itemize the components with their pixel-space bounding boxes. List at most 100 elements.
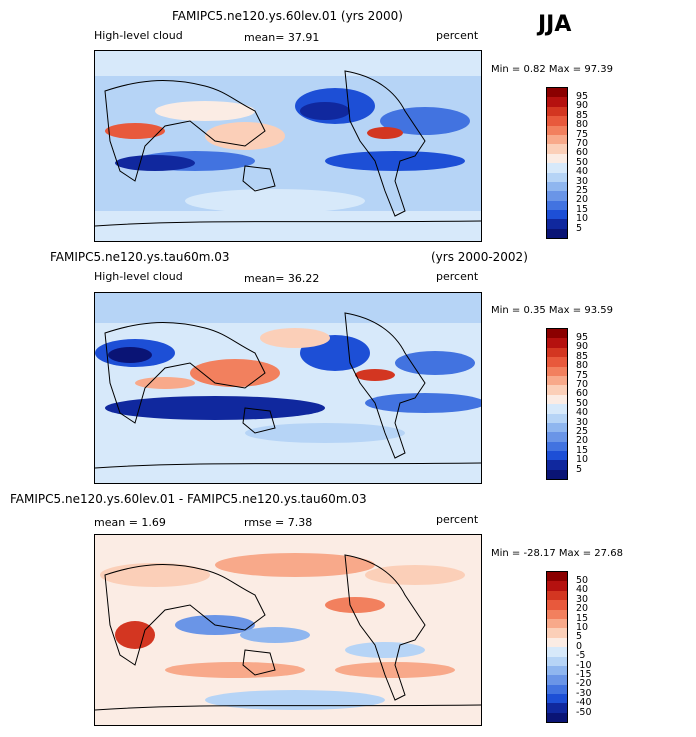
colorbar-tick: 30 — [576, 594, 589, 605]
cloud-blob — [105, 123, 165, 139]
panel2-units: percent — [436, 270, 479, 283]
colorbar-swatch — [547, 703, 567, 713]
colorbar-swatch — [547, 181, 567, 192]
cloud-blob — [365, 393, 481, 413]
cloud-blob — [355, 369, 395, 381]
colorbar-tick: 10 — [576, 454, 589, 465]
panel1-mean-label: mean= 37.91 — [244, 31, 320, 44]
panel3-map-svg — [95, 535, 481, 725]
colorbar-swatch — [547, 656, 567, 666]
panel1-map-svg — [95, 51, 481, 241]
season-label: JJA — [538, 12, 572, 37]
panel3-rmse-label: rmse = 7.38 — [244, 516, 313, 529]
colorbar-swatch — [547, 153, 567, 164]
colorbar-swatch — [547, 97, 567, 107]
colorbar-tick: -30 — [576, 688, 592, 699]
diff-blob — [240, 627, 310, 643]
colorbar-swatch — [547, 413, 567, 423]
colorbar-swatch — [547, 385, 567, 395]
colorbar-tick: 40 — [576, 407, 589, 418]
panel2-mean-label: mean= 36.22 — [244, 272, 320, 285]
cloud-blob — [185, 189, 365, 213]
colorbar-tick: 25 — [576, 426, 589, 437]
colorbar-swatch — [547, 219, 567, 229]
colorbar-swatch — [547, 432, 567, 442]
colorbar-swatch — [547, 618, 567, 629]
panel3-units: percent — [436, 513, 479, 526]
diff-blob — [325, 597, 385, 613]
colorbar-swatch — [547, 366, 567, 376]
diff-blob — [100, 563, 210, 587]
diff-blob — [345, 642, 425, 658]
diff-blob — [205, 690, 385, 710]
colorbar-tick: 90 — [576, 100, 589, 111]
diff-blob — [335, 662, 455, 678]
colorbar-swatch — [547, 572, 567, 582]
cloud-blob — [325, 151, 465, 171]
colorbar-swatch — [547, 200, 567, 211]
colorbar-tick: -15 — [576, 669, 592, 680]
colorbar-swatch — [547, 609, 567, 619]
map-band-north — [95, 293, 481, 323]
colorbar-swatch — [547, 460, 567, 470]
colorbar-swatch — [547, 329, 567, 339]
panel2-map — [94, 292, 482, 484]
colorbar-tick: 25 — [576, 185, 589, 196]
colorbar-tick: 20 — [576, 435, 589, 446]
colorbar-swatch — [547, 469, 567, 480]
colorbar-swatch — [547, 647, 567, 657]
colorbar-tick: 70 — [576, 138, 589, 149]
cloud-blob — [135, 377, 195, 389]
colorbar-tick: 40 — [576, 166, 589, 177]
coastline — [104, 80, 266, 182]
panel2-colorbar — [546, 328, 568, 481]
coastline — [95, 462, 481, 469]
cloud-blob — [300, 102, 350, 120]
cloud-blob — [155, 101, 255, 121]
coastline — [104, 322, 266, 424]
panel1-variable-label: High-level cloud — [94, 29, 183, 42]
colorbar-tick: 5 — [576, 223, 583, 234]
panel2-title: FAMIPC5.ne120.ys.tau60m.03 — [50, 250, 230, 264]
colorbar-tick: 40 — [576, 584, 589, 595]
colorbar-swatch — [547, 163, 567, 173]
cloud-blob — [260, 328, 330, 348]
colorbar-swatch — [547, 684, 567, 695]
cloud-blob — [380, 107, 470, 135]
colorbar-tick: 15 — [576, 613, 589, 624]
panel3-minmax: Min = -28.17 Max = 27.68 — [491, 548, 623, 559]
colorbar-swatch — [547, 375, 567, 386]
coastline — [242, 407, 276, 434]
coastline — [344, 554, 426, 701]
panel3-title: FAMIPC5.ne120.ys.60lev.01 - FAMIPC5.ne12… — [10, 492, 367, 506]
coastline — [95, 220, 481, 227]
colorbar-tick: 95 — [576, 91, 589, 102]
colorbar-tick: 75 — [576, 370, 589, 381]
map-band-north — [95, 51, 481, 76]
colorbar-tick: 5 — [576, 631, 583, 642]
diff-blob — [365, 565, 465, 585]
colorbar-swatch — [547, 675, 567, 685]
cloud-blob — [105, 396, 325, 420]
coastline — [344, 70, 426, 217]
coastline — [242, 649, 276, 676]
panel1-units: percent — [436, 29, 479, 42]
coastline — [104, 564, 266, 666]
cloud-blob — [395, 351, 475, 375]
colorbar-swatch — [547, 210, 567, 220]
coastline — [344, 312, 426, 459]
colorbar-tick: 85 — [576, 351, 589, 362]
panel2-minmax: Min = 0.35 Max = 93.59 — [491, 305, 613, 316]
colorbar-swatch — [547, 394, 567, 405]
colorbar-tick: 90 — [576, 341, 589, 352]
colorbar-tick: -50 — [576, 707, 592, 718]
colorbar-tick: -40 — [576, 697, 592, 708]
panel2-map-svg — [95, 293, 481, 483]
colorbar-tick: 15 — [576, 445, 589, 456]
colorbar-tick: 10 — [576, 622, 589, 633]
colorbar-swatch — [547, 172, 567, 182]
colorbar-swatch — [547, 228, 567, 239]
colorbar-tick: 95 — [576, 332, 589, 343]
colorbar-swatch — [547, 600, 567, 610]
colorbar-swatch — [547, 637, 567, 648]
